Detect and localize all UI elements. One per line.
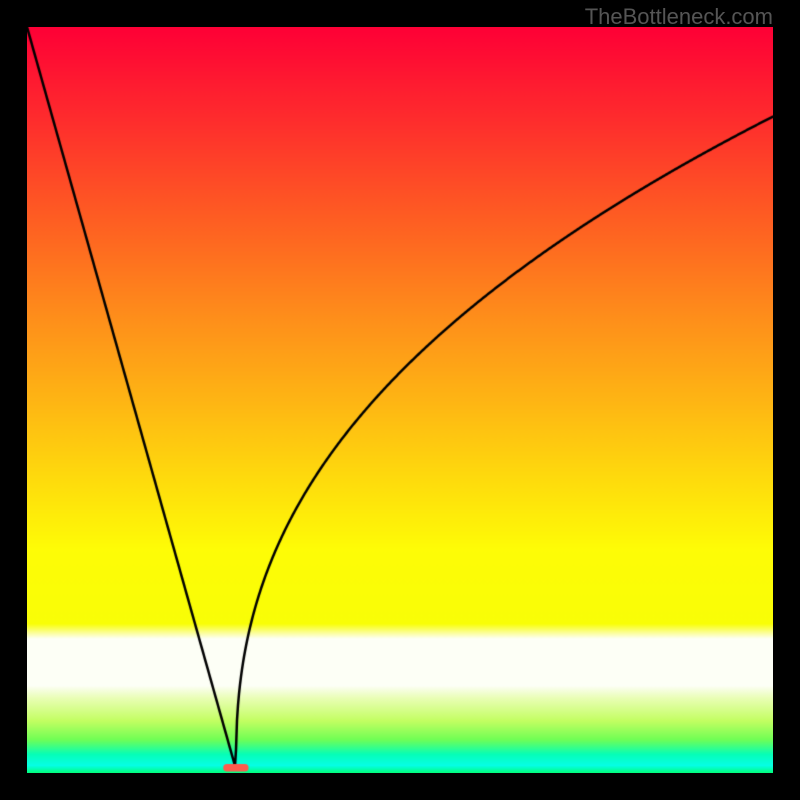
plot-area [27, 27, 773, 773]
chart-canvas [27, 27, 773, 773]
watermark-text: TheBottleneck.com [585, 4, 773, 30]
chart-frame: TheBottleneck.com [0, 0, 800, 800]
